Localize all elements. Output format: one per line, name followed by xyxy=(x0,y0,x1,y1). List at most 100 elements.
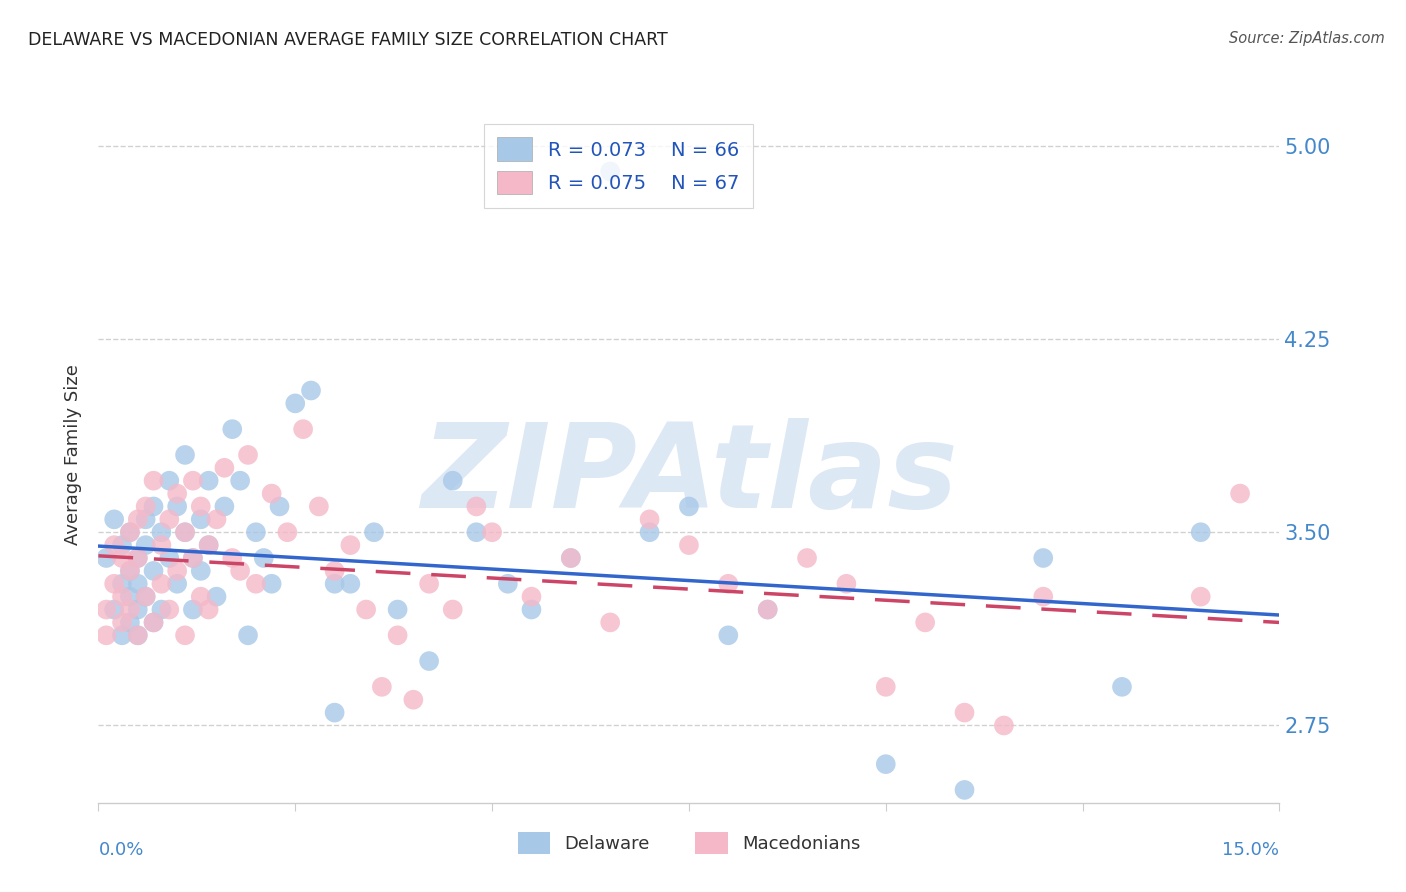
Point xyxy=(835,576,858,591)
Point xyxy=(150,602,173,616)
Point xyxy=(756,602,779,616)
Point xyxy=(1032,590,1054,604)
Point xyxy=(387,628,409,642)
Point xyxy=(756,602,779,616)
Point xyxy=(481,525,503,540)
Point xyxy=(260,486,283,500)
Point xyxy=(142,500,165,514)
Point xyxy=(402,692,425,706)
Point xyxy=(127,628,149,642)
Point xyxy=(118,564,141,578)
Point xyxy=(323,576,346,591)
Point xyxy=(135,590,157,604)
Point xyxy=(678,538,700,552)
Point xyxy=(127,602,149,616)
Point xyxy=(560,551,582,566)
Point xyxy=(118,525,141,540)
Point xyxy=(166,486,188,500)
Point xyxy=(174,628,197,642)
Point xyxy=(496,576,519,591)
Point xyxy=(339,576,361,591)
Point xyxy=(142,615,165,630)
Point xyxy=(339,538,361,552)
Point xyxy=(166,500,188,514)
Point xyxy=(103,576,125,591)
Point xyxy=(678,500,700,514)
Point xyxy=(111,590,134,604)
Point xyxy=(157,602,180,616)
Point xyxy=(118,590,141,604)
Point xyxy=(111,551,134,566)
Point xyxy=(253,551,276,566)
Text: 0.0%: 0.0% xyxy=(98,841,143,859)
Point xyxy=(323,706,346,720)
Point xyxy=(181,602,204,616)
Text: Source: ZipAtlas.com: Source: ZipAtlas.com xyxy=(1229,31,1385,46)
Point xyxy=(197,538,219,552)
Point xyxy=(1032,551,1054,566)
Point xyxy=(157,551,180,566)
Point xyxy=(914,615,936,630)
Point xyxy=(276,525,298,540)
Point xyxy=(174,525,197,540)
Point xyxy=(599,164,621,178)
Point xyxy=(111,615,134,630)
Point xyxy=(260,576,283,591)
Point xyxy=(953,783,976,797)
Point xyxy=(214,460,236,475)
Point xyxy=(1229,486,1251,500)
Point xyxy=(181,474,204,488)
Point xyxy=(371,680,394,694)
Point xyxy=(520,590,543,604)
Point xyxy=(103,538,125,552)
Point xyxy=(96,602,118,616)
Point xyxy=(174,525,197,540)
Point xyxy=(135,500,157,514)
Point xyxy=(638,512,661,526)
Point xyxy=(96,551,118,566)
Point xyxy=(142,474,165,488)
Point xyxy=(111,628,134,642)
Point xyxy=(441,602,464,616)
Point xyxy=(229,564,252,578)
Point xyxy=(174,448,197,462)
Point xyxy=(157,512,180,526)
Point xyxy=(118,602,141,616)
Point xyxy=(118,525,141,540)
Point xyxy=(465,525,488,540)
Point xyxy=(181,551,204,566)
Point xyxy=(135,512,157,526)
Point xyxy=(190,590,212,604)
Point xyxy=(166,576,188,591)
Point xyxy=(190,564,212,578)
Point xyxy=(875,680,897,694)
Point xyxy=(127,551,149,566)
Point xyxy=(127,628,149,642)
Point xyxy=(96,628,118,642)
Point xyxy=(418,654,440,668)
Point xyxy=(284,396,307,410)
Point xyxy=(245,525,267,540)
Point xyxy=(236,448,259,462)
Point xyxy=(197,474,219,488)
Point xyxy=(599,615,621,630)
Point xyxy=(142,564,165,578)
Point xyxy=(205,590,228,604)
Text: 15.0%: 15.0% xyxy=(1222,841,1279,859)
Point xyxy=(150,525,173,540)
Point xyxy=(323,564,346,578)
Point xyxy=(127,576,149,591)
Point xyxy=(150,538,173,552)
Point xyxy=(953,706,976,720)
Point xyxy=(135,590,157,604)
Point xyxy=(717,576,740,591)
Point xyxy=(245,576,267,591)
Point xyxy=(197,602,219,616)
Point xyxy=(269,500,291,514)
Point xyxy=(197,538,219,552)
Point xyxy=(127,551,149,566)
Point xyxy=(118,564,141,578)
Point xyxy=(387,602,409,616)
Point xyxy=(1189,525,1212,540)
Point xyxy=(127,512,149,526)
